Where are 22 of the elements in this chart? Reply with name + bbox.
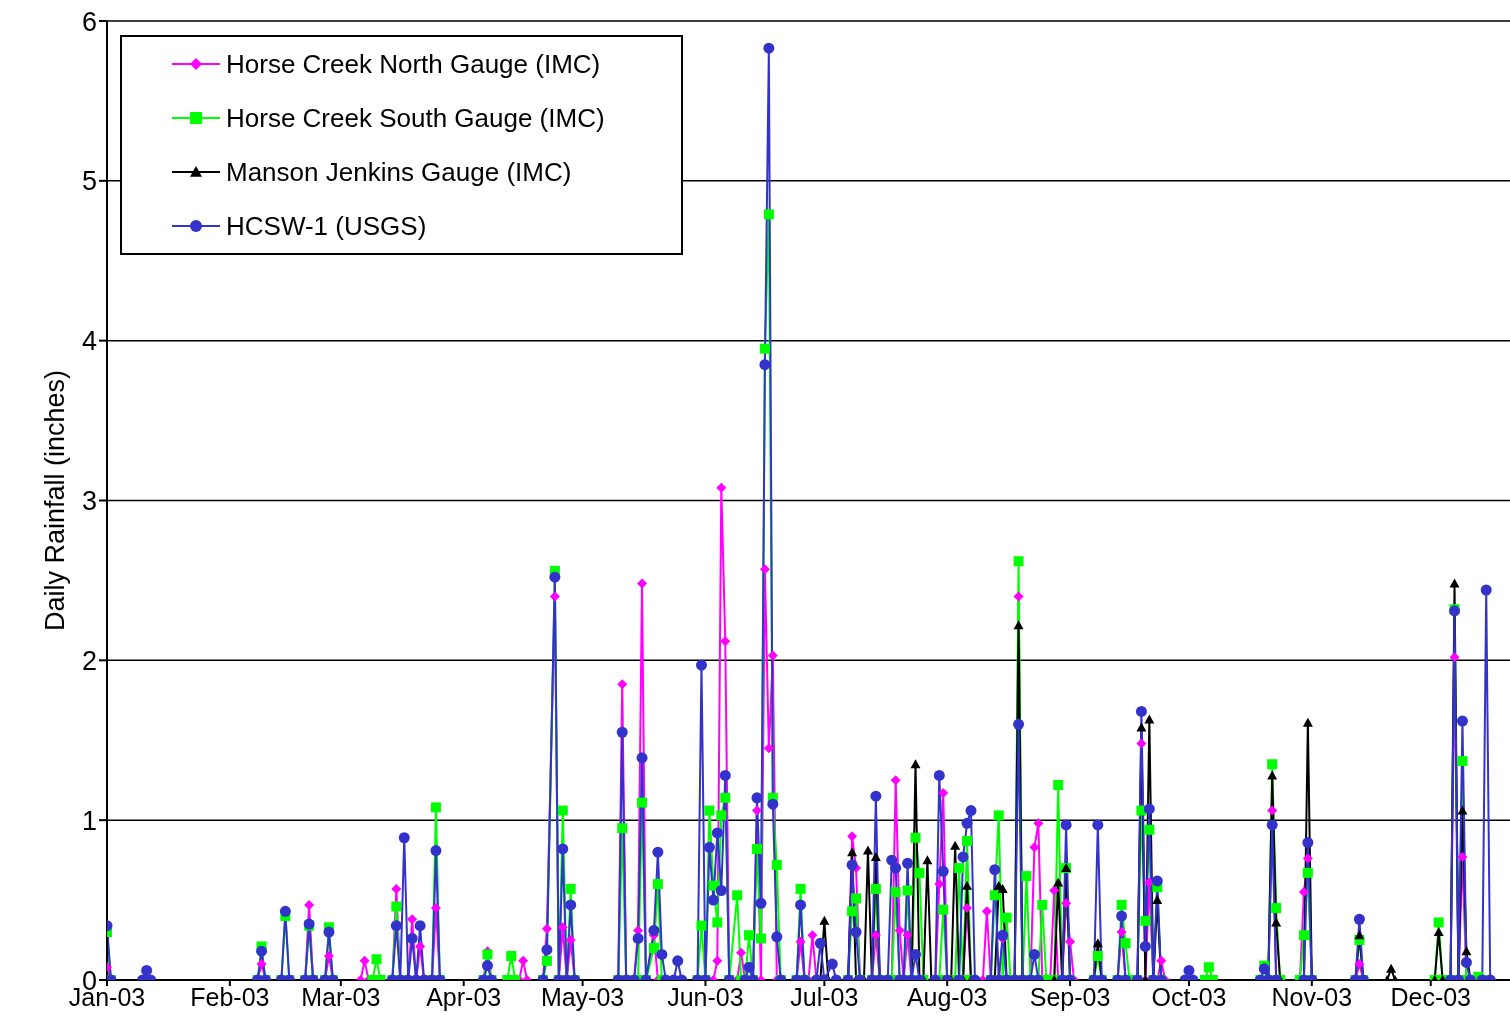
y-axis-title: Daily Rainfall (inches) xyxy=(39,369,70,632)
legend-label: Manson Jenkins Gauge (IMC) xyxy=(226,156,572,188)
y-tick-label: 1 xyxy=(81,805,97,836)
x-tick-label: Feb-03 xyxy=(190,982,270,1011)
y-tick-label: 2 xyxy=(81,645,97,676)
x-tick-label: Aug-03 xyxy=(906,982,988,1011)
x-tick-label: Oct-03 xyxy=(1151,982,1227,1011)
x-tick-label: Nov-03 xyxy=(1271,982,1353,1011)
x-tick-label: May-03 xyxy=(540,982,625,1011)
legend-label: HCSW-1 (USGS) xyxy=(226,210,427,242)
y-tick-label: 3 xyxy=(81,486,97,517)
y-tick-label: 6 xyxy=(81,6,97,37)
legend-label: Horse Creek South Gauge (IMC) xyxy=(226,102,605,134)
x-tick-label: Jun-03 xyxy=(667,982,744,1011)
legend-label: Horse Creek North Gauge (IMC) xyxy=(226,48,601,80)
x-tick-label: Apr-03 xyxy=(426,982,502,1011)
x-tick-label: Dec-03 xyxy=(1390,982,1472,1011)
y-tick-label: 4 xyxy=(81,326,97,357)
x-tick-label: Jul-03 xyxy=(790,982,859,1011)
y-tick-label: 5 xyxy=(81,166,97,197)
x-tick-label: Sep-03 xyxy=(1029,982,1111,1011)
x-tick-label: Mar-03 xyxy=(301,982,381,1011)
